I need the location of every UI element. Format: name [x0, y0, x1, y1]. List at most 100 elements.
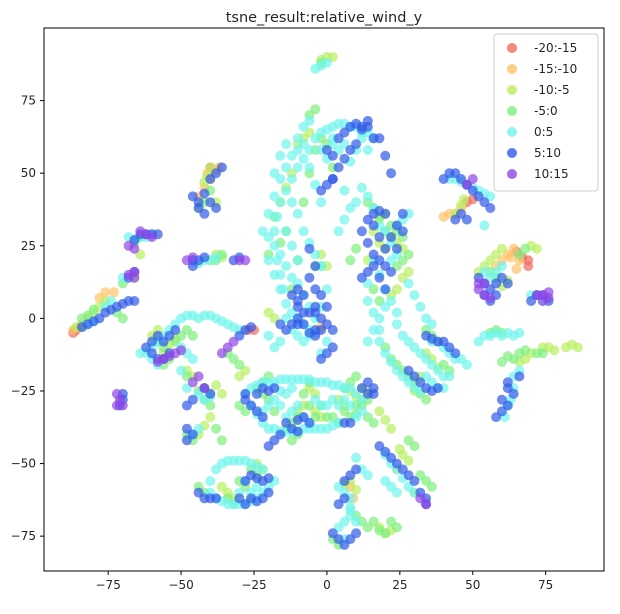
- legend-label: -20:-15: [534, 41, 577, 55]
- data-point: [520, 345, 531, 356]
- series-6: [111, 174, 554, 510]
- data-point: [135, 226, 146, 237]
- data-point: [257, 464, 268, 475]
- data-point: [275, 150, 286, 161]
- data-point: [321, 145, 332, 155]
- data-point: [356, 226, 367, 237]
- data-point: [374, 232, 385, 243]
- data-point: [181, 423, 192, 434]
- data-point: [176, 365, 187, 376]
- data-point: [374, 406, 385, 417]
- y-tick-label: −50: [11, 457, 36, 471]
- data-point: [216, 388, 227, 399]
- data-point: [485, 293, 496, 303]
- data-point: [216, 162, 227, 173]
- legend-marker: [507, 127, 517, 137]
- data-point: [109, 287, 119, 298]
- data-point: [386, 356, 397, 367]
- data-point: [374, 133, 385, 144]
- points-layer: [68, 52, 583, 550]
- legend-marker: [507, 43, 517, 53]
- data-point: [304, 417, 315, 428]
- data-point: [275, 249, 286, 260]
- data-point: [374, 336, 385, 347]
- x-tick-label: 50: [465, 578, 480, 592]
- data-point: [304, 162, 315, 173]
- data-point: [327, 342, 338, 353]
- data-point: [286, 240, 297, 251]
- data-point: [345, 417, 356, 428]
- data-point: [386, 266, 397, 277]
- data-point: [351, 484, 362, 495]
- data-point: [368, 307, 379, 318]
- data-point: [531, 290, 542, 301]
- data-point: [485, 203, 496, 213]
- data-point: [304, 243, 315, 254]
- data-point: [257, 412, 268, 423]
- data-point: [321, 301, 332, 312]
- y-tick-label: 50: [21, 166, 36, 180]
- data-point: [397, 208, 408, 219]
- data-point: [362, 470, 373, 481]
- data-point: [123, 269, 134, 280]
- data-point: [327, 325, 338, 335]
- data-point: [286, 406, 297, 417]
- x-tick-label: −75: [96, 578, 121, 592]
- data-point: [263, 208, 274, 219]
- data-point: [269, 240, 280, 251]
- data-point: [333, 226, 344, 237]
- data-point: [298, 153, 309, 164]
- data-point: [292, 208, 303, 219]
- data-point: [281, 298, 292, 309]
- data-point: [380, 150, 391, 161]
- data-point: [216, 348, 227, 359]
- data-point: [368, 325, 379, 335]
- data-point: [351, 452, 362, 463]
- data-point: [391, 319, 402, 330]
- data-point: [176, 345, 187, 356]
- data-point: [286, 174, 297, 184]
- y-tick-label: 75: [21, 94, 36, 108]
- y-tick-label: −75: [11, 529, 36, 543]
- data-point: [298, 226, 309, 237]
- data-point: [444, 371, 455, 382]
- data-point: [240, 255, 251, 266]
- data-point: [461, 359, 472, 370]
- data-point: [199, 208, 210, 219]
- data-point: [386, 168, 397, 179]
- data-point: [211, 493, 222, 504]
- data-point: [333, 162, 344, 173]
- data-point: [292, 145, 303, 155]
- data-point: [391, 284, 402, 295]
- data-point: [403, 278, 414, 289]
- data-point: [275, 284, 286, 295]
- data-point: [263, 255, 274, 266]
- data-point: [211, 423, 222, 434]
- data-point: [380, 208, 391, 219]
- data-point: [391, 243, 402, 254]
- data-point: [496, 394, 507, 405]
- data-point: [339, 153, 350, 164]
- data-point: [170, 325, 181, 335]
- data-point: [187, 394, 198, 405]
- data-point: [421, 394, 432, 405]
- data-point: [514, 371, 525, 382]
- data-point: [380, 348, 391, 359]
- data-point: [459, 194, 469, 205]
- data-point: [321, 57, 332, 68]
- legend-marker: [507, 106, 517, 116]
- data-point: [292, 284, 303, 295]
- data-point: [351, 243, 362, 254]
- data-point: [292, 162, 303, 173]
- data-point: [345, 255, 356, 266]
- legend-label: 0:5: [534, 125, 553, 139]
- legend-marker: [507, 85, 517, 95]
- data-point: [523, 261, 534, 272]
- data-point: [187, 354, 198, 364]
- data-point: [269, 269, 280, 280]
- data-point: [181, 255, 192, 266]
- data-point: [316, 290, 327, 301]
- legend-label: -15:-10: [534, 62, 577, 76]
- data-point: [292, 255, 303, 266]
